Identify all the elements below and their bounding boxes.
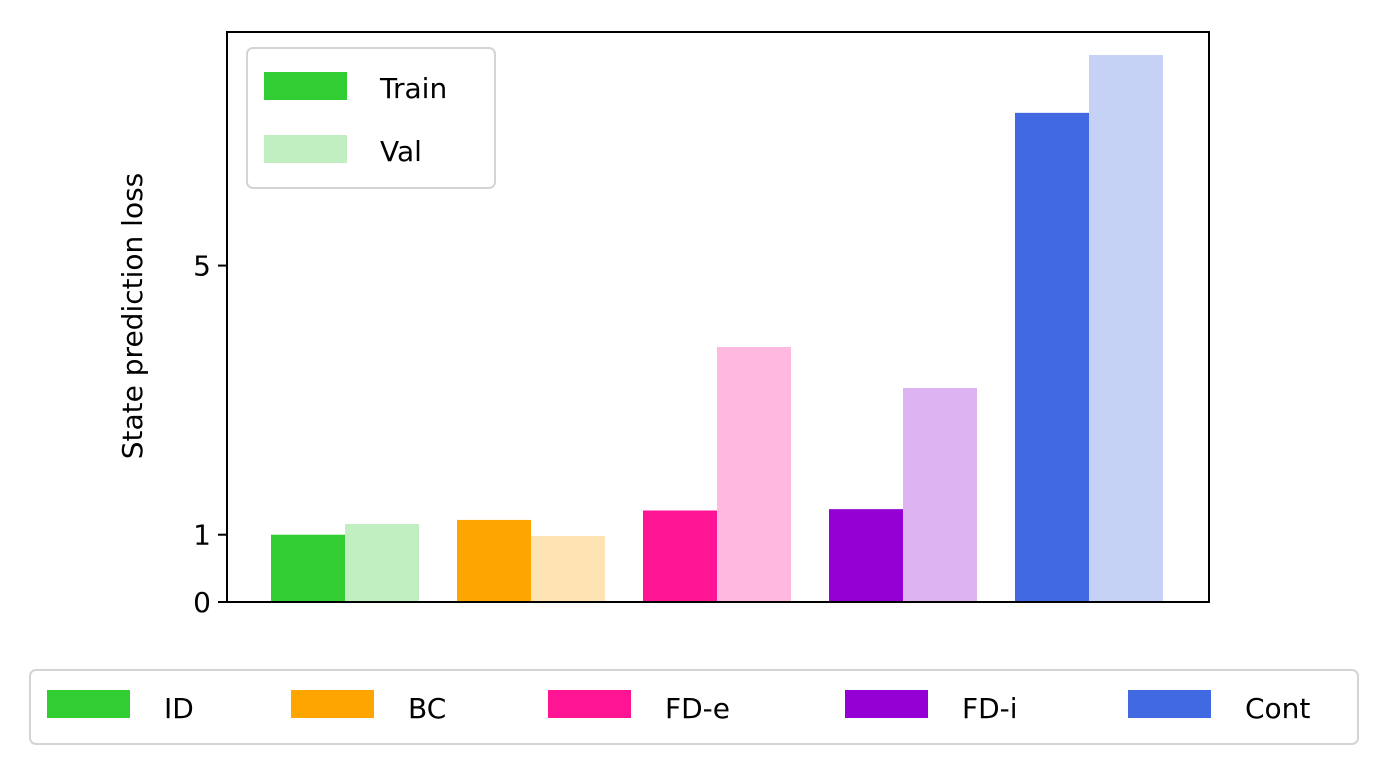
bar-cont-train [1015,112,1089,603]
category-swatch-fd-e [548,690,631,718]
bar-id-train [271,534,345,602]
y-ticks-group: 0 1 5 [193,250,227,619]
legend-label-train: Train [379,72,447,105]
category-swatch-id [47,690,130,718]
category-label-id: ID [164,692,194,725]
plot-frame [226,31,1210,603]
bar-fd-e-val [717,346,791,602]
category-swatch-bc [291,690,374,718]
category-legend: ID BC FD-e FD-i Cont [29,669,1359,745]
bar-bc-val [531,536,605,602]
category-label-fd-i: FD-i [962,692,1018,725]
y-tick-label: 0 [193,586,211,619]
category-label-cont: Cont [1245,692,1310,725]
bars-group [271,54,1163,603]
bar-fd-e-train [643,510,717,602]
series-legend: Train Val [246,47,496,189]
legend-swatch-train [264,72,347,100]
bar-fd-i-train [829,509,903,602]
series-legend-frame [246,47,496,189]
bar-bc-train [457,519,531,602]
category-legend-frame [29,669,1359,745]
category-swatch-cont [1128,690,1211,718]
category-swatch-fd-i [845,690,928,718]
category-label-bc: BC [408,692,446,725]
bar-fd-i-val [903,388,977,602]
y-tick-label: 5 [193,250,211,283]
bar-id-val [345,523,419,602]
y-axis-label: State prediction loss [116,173,149,459]
legend-swatch-val [264,135,347,163]
category-label-fd-e: FD-e [665,692,730,725]
bar-cont-val [1089,54,1163,602]
legend-label-val: Val [380,135,422,168]
y-tick-label: 1 [193,519,211,552]
